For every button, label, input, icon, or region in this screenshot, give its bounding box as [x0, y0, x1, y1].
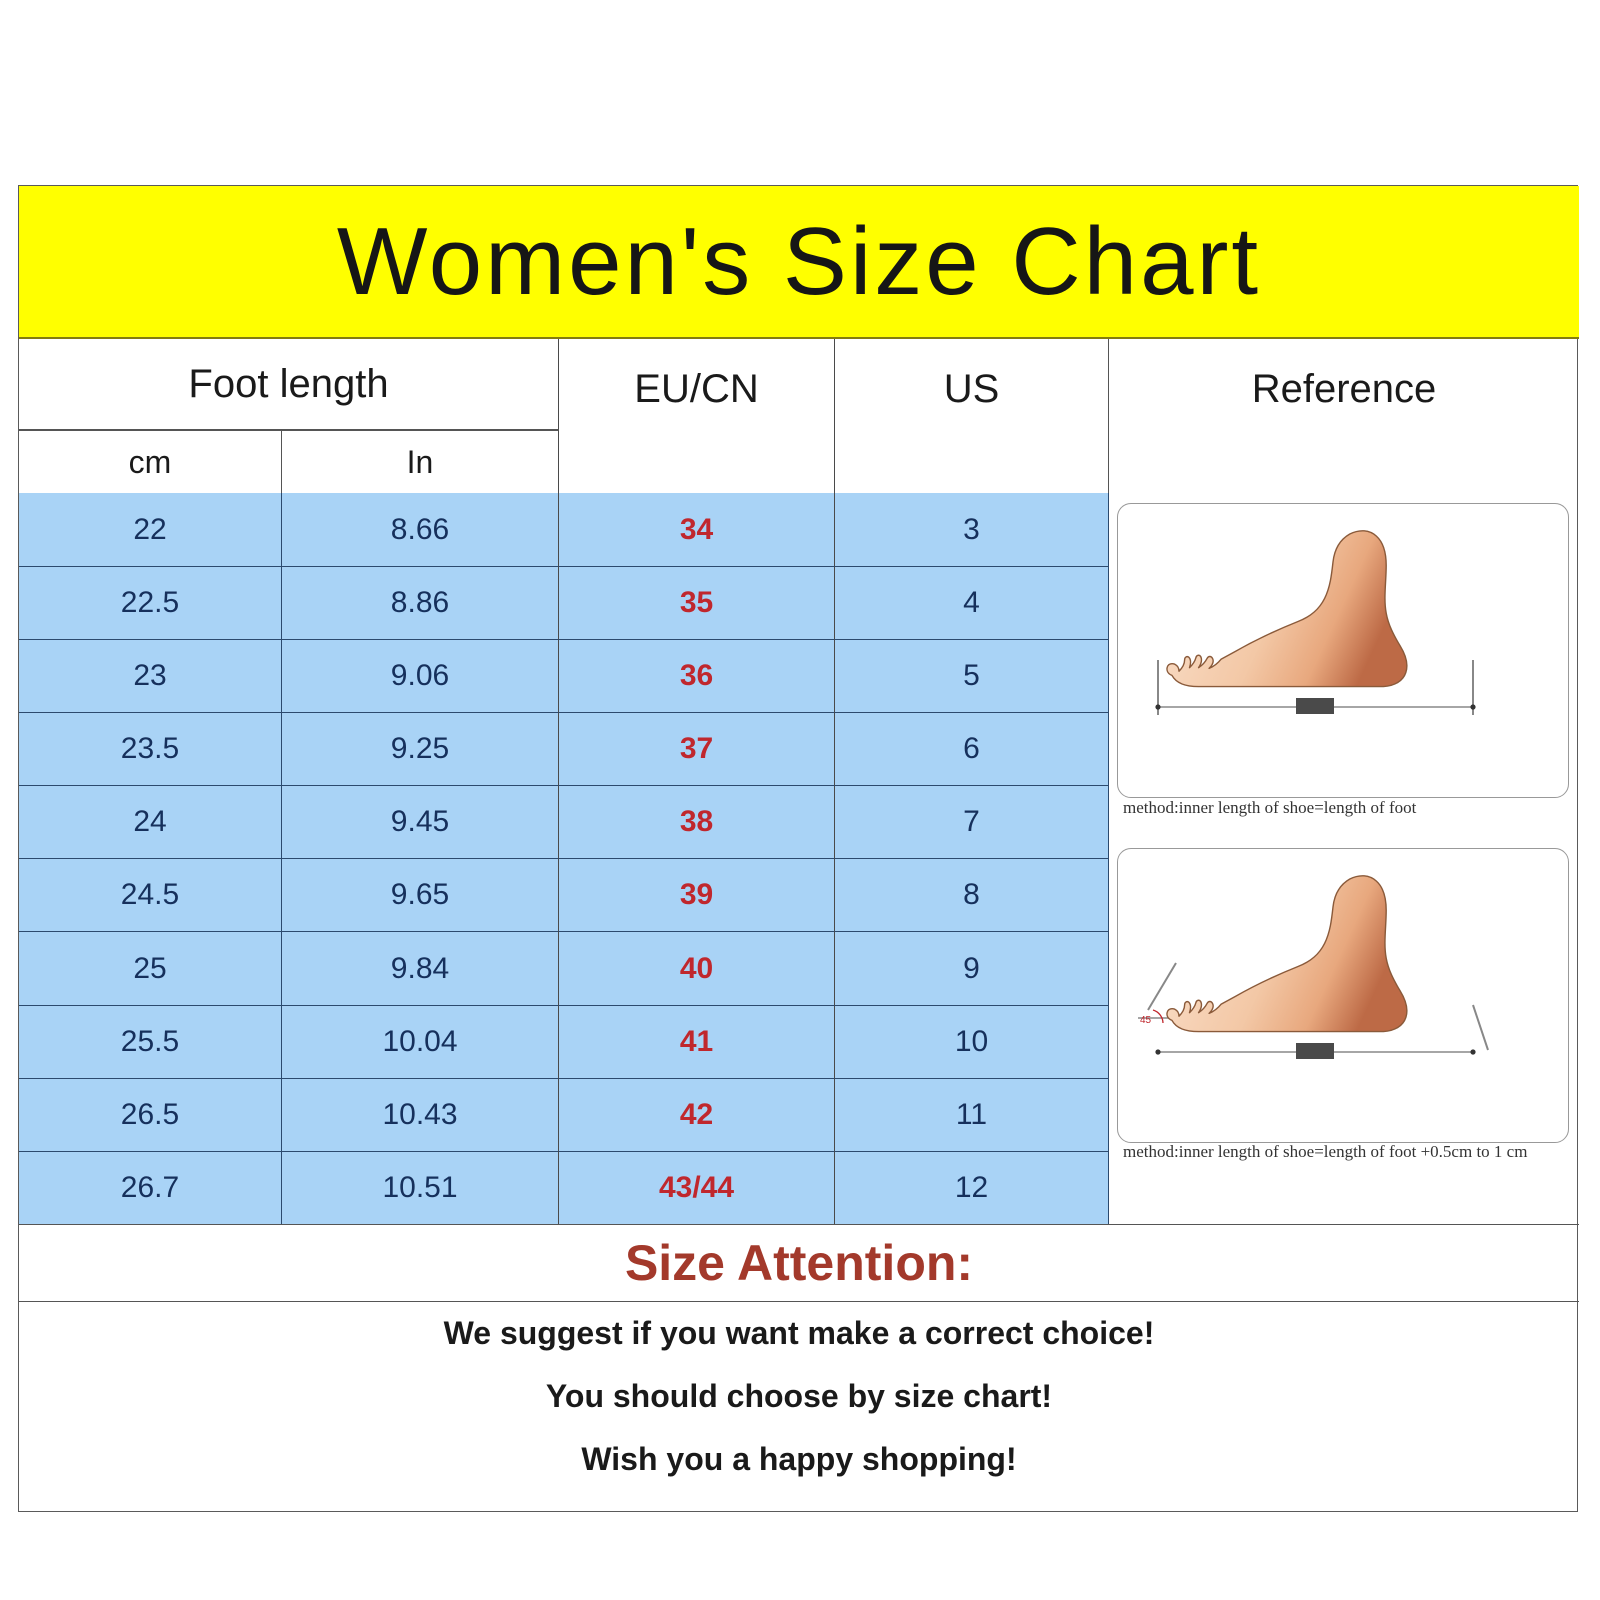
svg-text:45: 45 [1140, 1015, 1152, 1026]
